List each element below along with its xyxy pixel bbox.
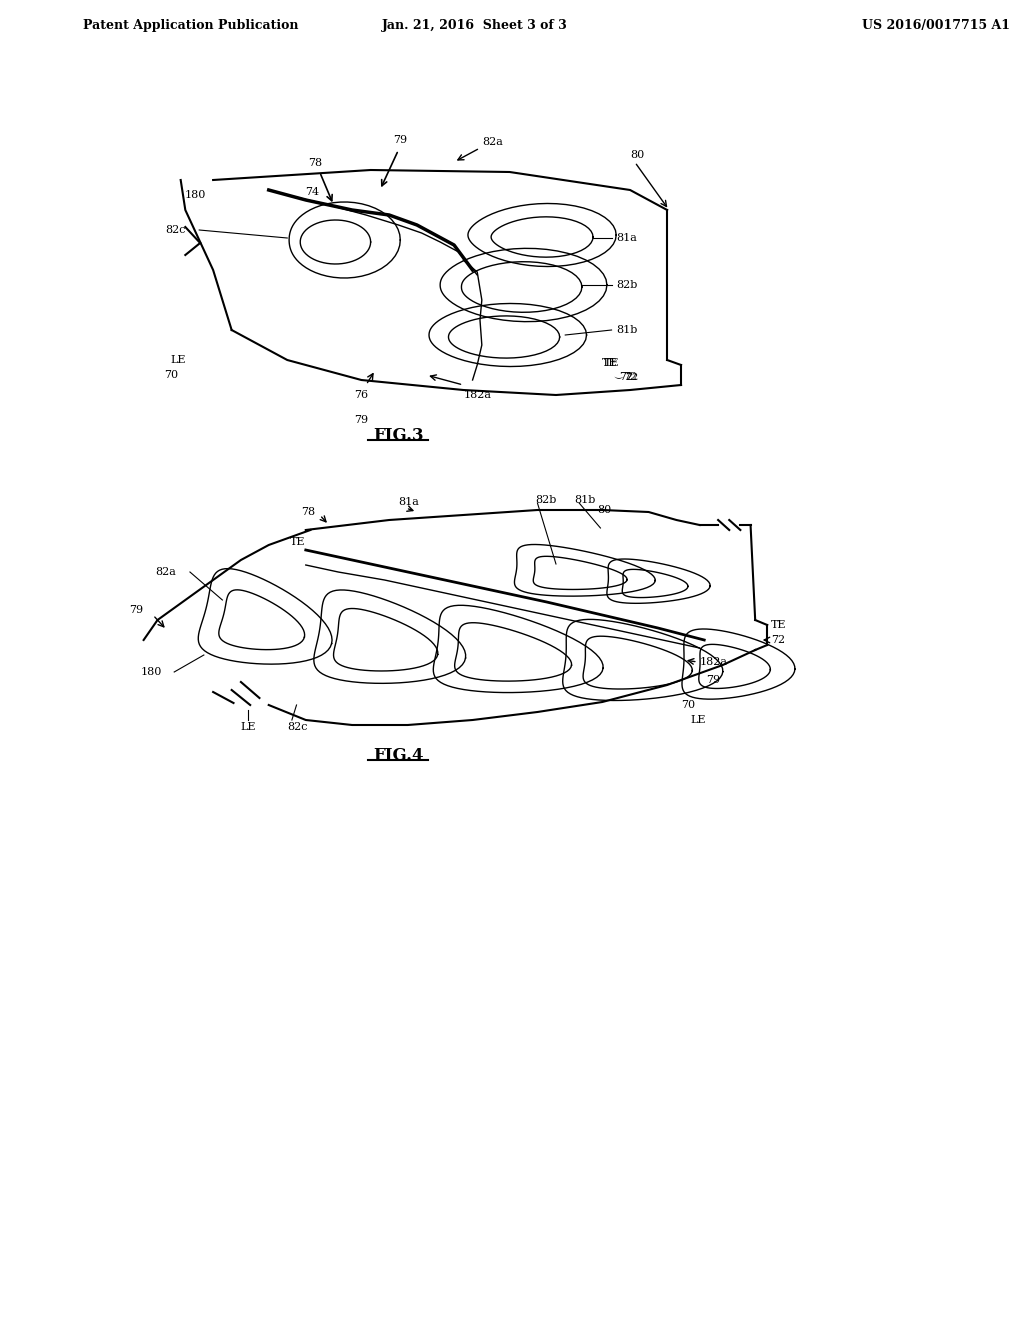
Text: LE: LE [170,355,185,366]
Text: TE: TE [290,537,306,546]
Text: FIG.3: FIG.3 [373,426,424,444]
Text: 180: 180 [140,667,162,677]
Text: FIG.4: FIG.4 [373,747,424,763]
Text: 72: 72 [623,372,637,381]
Text: 79: 79 [707,675,720,685]
Text: LE: LE [690,715,706,725]
Text: TE: TE [771,620,786,630]
Text: 72: 72 [771,635,785,645]
Text: TE: TE [604,358,620,368]
Text: 82a: 82a [156,568,176,577]
Text: $\smile$72: $\smile$72 [611,371,639,383]
Text: 81a: 81a [398,498,419,507]
Text: 182a: 182a [699,657,728,667]
Text: 79: 79 [129,605,143,615]
Text: 81a: 81a [616,234,637,243]
Text: Patent Application Publication: Patent Application Publication [83,18,299,32]
Text: TE: TE [602,358,617,368]
Text: 74: 74 [305,187,319,197]
Text: 81b: 81b [616,325,638,335]
Text: US 2016/0017715 A1: US 2016/0017715 A1 [862,18,1010,32]
Text: 182a: 182a [463,389,492,400]
Text: 82b: 82b [616,280,638,290]
Text: 82c: 82c [165,224,185,235]
Text: 78: 78 [308,158,323,168]
Text: 81b: 81b [574,495,596,506]
Text: LE: LE [241,722,256,733]
Text: 70: 70 [681,700,695,710]
Text: 78: 78 [301,507,315,517]
Text: 80: 80 [630,150,644,160]
Text: 80: 80 [598,506,612,515]
Text: Jan. 21, 2016  Sheet 3 of 3: Jan. 21, 2016 Sheet 3 of 3 [382,18,567,32]
Text: 79: 79 [393,135,408,145]
Text: 82c: 82c [288,722,308,733]
Text: 82a: 82a [482,137,503,147]
Text: 82b: 82b [536,495,557,506]
Text: 70: 70 [165,370,178,380]
Text: 180: 180 [184,190,206,201]
Text: 72: 72 [618,372,633,381]
Text: 79: 79 [354,414,369,425]
Text: 76: 76 [354,389,369,400]
